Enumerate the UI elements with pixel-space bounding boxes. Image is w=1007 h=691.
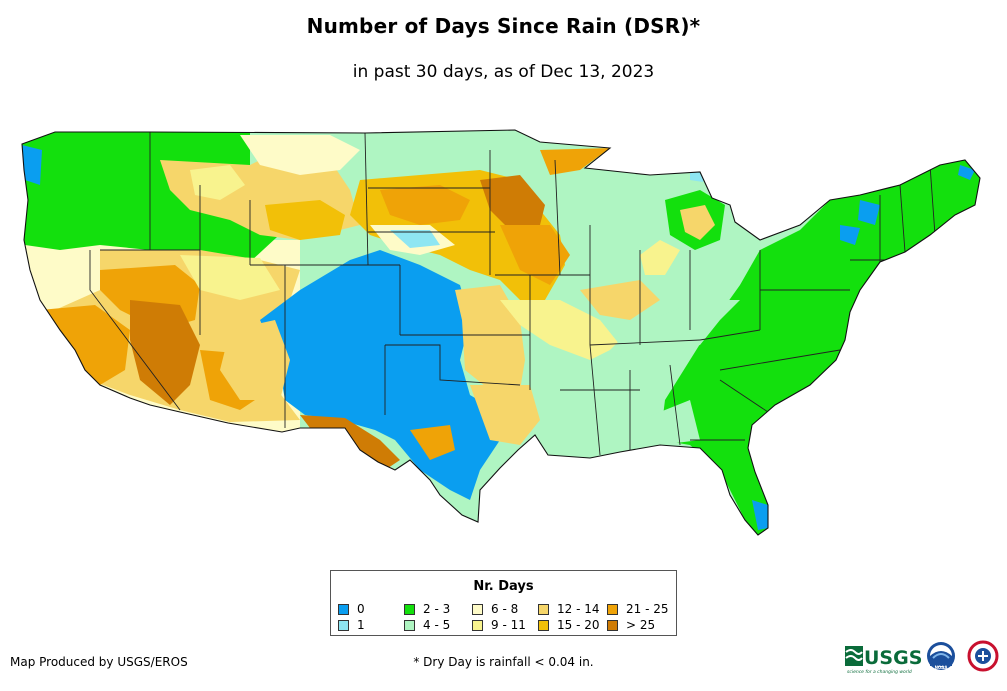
map-subtitle: in past 30 days, as of Dec 13, 2023 — [352, 62, 655, 82]
legend-label-4: 6 - 8 — [491, 602, 519, 616]
us-outline — [21, 129, 981, 536]
dry-day-footnote: * Dry Day is rainfall < 0.04 in. — [413, 655, 594, 669]
legend-swatch-0 — [338, 603, 349, 615]
state-borders — [89, 132, 936, 456]
legend-swatch-8 — [607, 603, 618, 615]
legend-label-1: 1 — [357, 618, 365, 632]
legend-item-7: 15 - 20 — [538, 618, 600, 632]
legend-item-6: 12 - 14 — [538, 602, 600, 616]
legend-label-3: 4 - 5 — [423, 618, 451, 632]
legend-item-8: 21 - 25 — [607, 602, 669, 616]
legend-item-3: 4 - 5 — [404, 618, 450, 632]
legend-swatch-7 — [538, 619, 549, 631]
legend-item-2: 2 - 3 — [404, 602, 450, 616]
legend-swatch-3 — [404, 619, 415, 631]
legend-swatch-1 — [338, 619, 349, 631]
legend-label-9: > 25 — [626, 618, 656, 632]
legend-swatch-9 — [607, 619, 618, 631]
dsr-raster — [22, 130, 980, 535]
legend-item-4: 6 - 8 — [472, 602, 518, 616]
noaa-logo: NOAA — [927, 642, 955, 670]
legend-label-6: 12 - 14 — [557, 602, 600, 616]
legend-item-0: 0 — [338, 602, 365, 616]
us-dsr-map — [21, 129, 981, 536]
legend: Nr. Days 0 1 2 - 3 4 - 5 6 - 8 9 - 11 12… — [330, 570, 677, 636]
map-credit: Map Produced by USGS/EROS — [10, 655, 188, 669]
legend-label-0: 0 — [357, 602, 365, 616]
legend-item-9: > 25 — [607, 618, 655, 632]
legend-item-5: 9 - 11 — [472, 618, 526, 632]
legend-label-2: 2 - 3 — [423, 602, 451, 616]
legend-title: Nr. Days — [473, 579, 534, 594]
agency-logos: USGS science for a changing world NOAA — [845, 640, 999, 675]
usgs-tagline: science for a changing world — [847, 669, 912, 675]
legend-swatch-2 — [404, 603, 415, 615]
nws-logo — [967, 640, 999, 672]
usgs-logo-text: USGS — [864, 647, 922, 669]
legend-swatch-5 — [472, 619, 483, 631]
legend-label-7: 15 - 20 — [557, 618, 600, 632]
legend-item-1: 1 — [338, 618, 365, 632]
usgs-logo: USGS science for a changing world — [845, 646, 922, 675]
map-title: Number of Days Since Rain (DSR)* — [306, 14, 701, 38]
legend-label-8: 21 - 25 — [626, 602, 669, 616]
legend-swatch-6 — [538, 603, 549, 615]
noaa-logo-text: NOAA — [935, 665, 949, 670]
legend-label-5: 9 - 11 — [491, 618, 526, 632]
legend-swatch-4 — [472, 603, 483, 615]
